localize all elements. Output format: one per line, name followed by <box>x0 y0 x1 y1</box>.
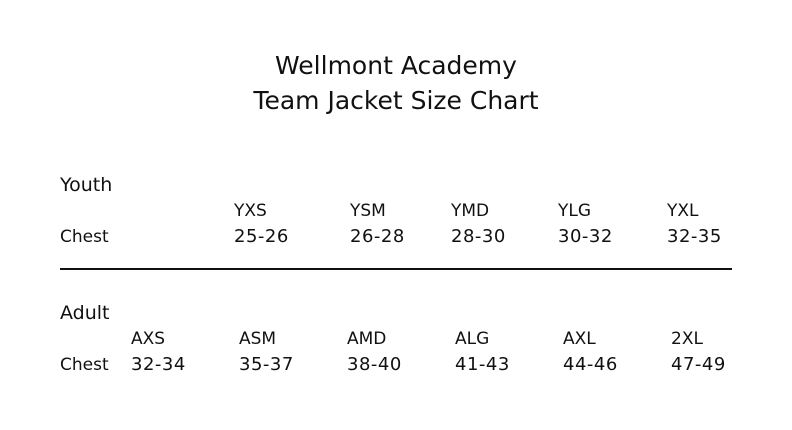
size-label: YXL <box>667 201 699 221</box>
chest-range: 38-40 <box>347 354 402 375</box>
title-line: Wellmont Academy <box>275 51 517 80</box>
size-label: YMD <box>451 201 490 221</box>
size-label: AXS <box>131 329 166 349</box>
section-label: Adult <box>60 302 110 324</box>
chest-range: 35-37 <box>239 354 294 375</box>
chest-range: 44-46 <box>563 354 618 375</box>
chest-range: 26-28 <box>350 226 405 247</box>
chest-range: 32-35 <box>667 226 722 247</box>
chest-range: 32-34 <box>131 354 186 375</box>
chest-range: 25-26 <box>234 226 289 247</box>
chest-range: 28-30 <box>451 226 506 247</box>
row-label: Chest <box>60 227 109 247</box>
size-label: ALG <box>455 329 490 349</box>
size-label: YXS <box>234 201 267 221</box>
size-label: YSM <box>350 201 386 221</box>
row-label: Chest <box>60 355 109 375</box>
chest-range: 30-32 <box>558 226 613 247</box>
size-label: ASM <box>239 329 277 349</box>
section-label: Youth <box>60 174 113 196</box>
size-label: AMD <box>347 329 387 349</box>
chest-range: 47-49 <box>671 354 726 375</box>
title-line: Team Jacket Size Chart <box>253 86 539 115</box>
size-label: 2XL <box>671 329 703 349</box>
divider <box>60 268 732 270</box>
size-label: AXL <box>563 329 596 349</box>
chest-range: 41-43 <box>455 354 510 375</box>
size-label: YLG <box>558 201 592 221</box>
